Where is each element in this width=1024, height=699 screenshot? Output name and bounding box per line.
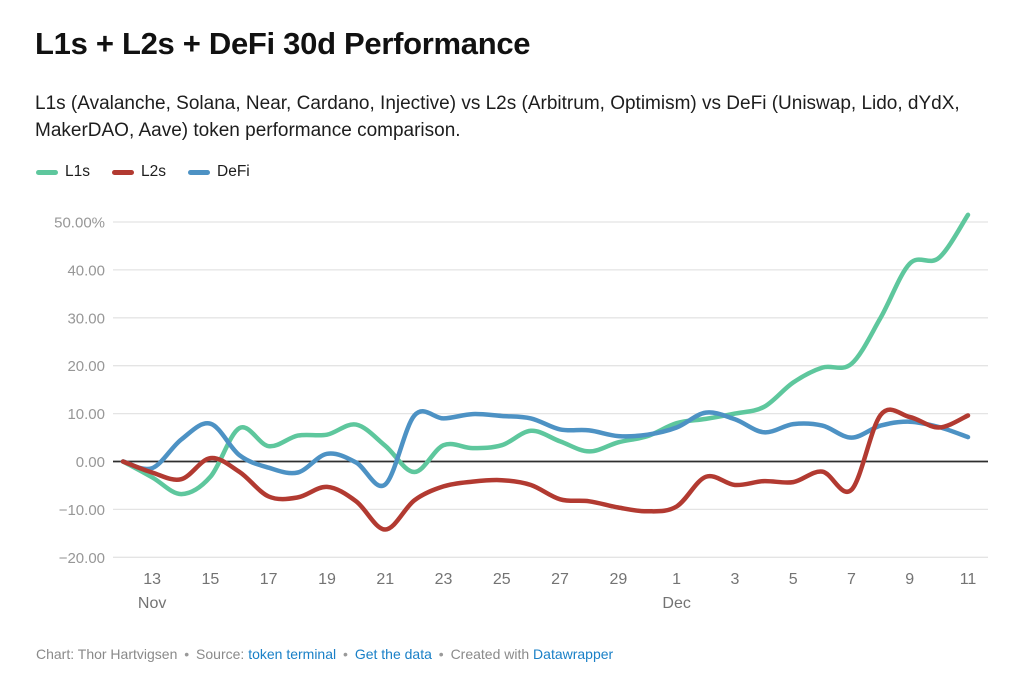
legend-item-defi: DeFi [188,163,250,181]
footer: Chart: Thor Hartvigsen • Source: token t… [36,646,613,662]
y-axis-tick-label: 50.00% [54,215,105,232]
chart-title: L1s + L2s + DeFi 30d Performance [35,26,531,61]
x-axis-tick-label: 1 [672,571,681,588]
source-link[interactable]: token terminal [248,646,337,662]
x-axis-month-label: Nov [138,595,166,612]
legend-swatch-defi [188,169,210,175]
y-axis-tick-label: −20.00 [59,550,105,567]
x-axis-tick-label: 27 [551,571,569,588]
legend-label: L1s [65,163,90,180]
footer-separator: • [343,646,348,662]
legend: L1s L2s DeFi [36,163,250,181]
y-axis-tick-label: 0.00 [76,454,105,471]
x-axis-tick-label: 5 [789,571,798,588]
x-axis-tick-label: 25 [493,571,511,588]
line-series-l2s [120,407,971,532]
x-axis-tick-label: 7 [847,571,856,588]
y-axis-tick-label: 30.00 [67,310,105,327]
legend-label: L2s [141,163,166,180]
line-series-defi [120,409,971,489]
y-axis-tick-label: 40.00 [67,262,105,279]
get-data-link[interactable]: Get the data [354,646,432,662]
chart-subtitle: L1s (Avalanche, Solana, Near, Cardano, I… [35,93,960,141]
x-axis-month-label: Dec [662,595,690,612]
source-label: Source: [196,646,245,662]
legend-item-l2s: L2s [112,163,166,181]
datawrapper-link[interactable]: Datawrapper [533,646,614,662]
y-axis-tick-label: −10.00 [59,502,105,519]
x-axis-tick-label: 9 [905,571,914,588]
x-axis-tick-label: 17 [260,571,278,588]
y-axis-tick-label: 20.00 [67,358,105,375]
legend-label: DeFi [217,163,250,180]
legend-item-l1s: L1s [36,163,90,181]
x-axis-tick-label: 11 [960,571,977,588]
footer-separator: • [184,646,190,662]
legend-swatch-l2s [112,169,134,175]
x-axis-tick-label: 3 [730,571,739,588]
x-axis-tick-label: 15 [202,571,220,588]
created-with-label: Created with [450,646,530,662]
y-axis-tick-label: 10.00 [67,406,105,423]
footer-separator: • [438,646,444,662]
x-axis-tick-label: 19 [318,571,336,588]
line-series-l1s [120,212,971,497]
x-axis-tick-label: 23 [435,571,453,588]
legend-swatch-l1s [36,169,58,175]
x-axis-tick-label: 13 [143,571,161,588]
x-axis-tick-label: 29 [609,571,627,588]
x-axis-tick-label: 21 [376,571,394,588]
chart-credit: Chart: Thor Hartvigsen [36,646,178,662]
